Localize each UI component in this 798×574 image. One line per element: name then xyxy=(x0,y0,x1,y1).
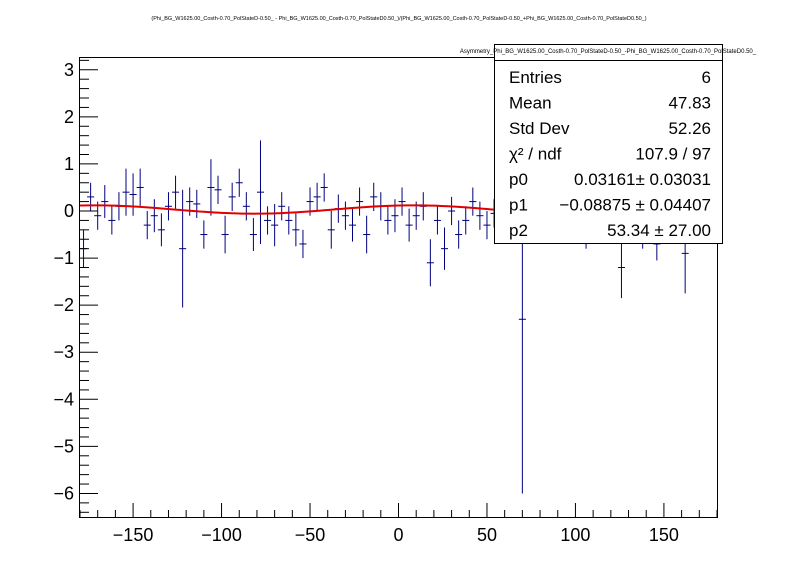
data-point xyxy=(476,201,484,230)
data-point xyxy=(221,215,229,254)
data-point xyxy=(356,187,364,216)
data-point xyxy=(448,196,456,226)
data-point xyxy=(228,182,236,211)
data-point xyxy=(405,208,413,242)
data-point xyxy=(108,206,116,235)
stats-label: p0 xyxy=(509,170,528,189)
stats-label: Entries xyxy=(509,68,562,87)
x-tick-label: −100 xyxy=(201,525,242,545)
data-point xyxy=(320,173,328,202)
data-point xyxy=(256,140,265,244)
data-point xyxy=(455,220,463,249)
stats-rows: Entries 6 Mean 47.83 Std Dev 52.26 χ² / ndf 107… xyxy=(509,68,711,240)
data-point xyxy=(193,189,201,219)
stats-value: −0.08875 ± 0.04407 xyxy=(559,196,711,215)
stats-row: χ² / ndf 107.9 / 97 xyxy=(509,145,711,164)
data-point xyxy=(207,159,215,216)
data-point xyxy=(426,239,434,287)
data-point xyxy=(271,203,279,247)
data-point xyxy=(299,229,307,259)
stats-value: 53.34 ± 27.00 xyxy=(607,221,711,240)
x-tick-label: −150 xyxy=(113,525,154,545)
data-point xyxy=(440,227,449,270)
data-point xyxy=(292,213,300,247)
data-point xyxy=(249,218,257,252)
y-tick-label: 3 xyxy=(64,60,74,80)
data-point xyxy=(164,192,173,221)
data-point xyxy=(327,211,335,249)
data-point xyxy=(462,206,470,235)
y-tick-label: −3 xyxy=(53,342,74,362)
data-point xyxy=(384,206,392,235)
y-tick-label: −5 xyxy=(53,436,74,456)
stats-row: p0 0.03161± 0.03031 xyxy=(509,170,711,189)
stats-label: Mean xyxy=(509,94,552,113)
data-point xyxy=(136,168,144,207)
x-tick-label: 0 xyxy=(393,525,403,545)
data-point xyxy=(200,220,208,249)
data-point xyxy=(235,168,243,197)
x-axis: −150 −100 −50 0 50 100 150 xyxy=(79,503,718,545)
data-point xyxy=(433,206,441,235)
y-tick-label: −4 xyxy=(53,389,74,409)
y-axis: −6 −5 −4 −3 −2 −1 0 1 2 3 xyxy=(53,60,98,513)
data-point xyxy=(483,211,491,240)
data-point xyxy=(313,182,321,211)
stats-label: p2 xyxy=(509,221,528,240)
x-tick-label: 150 xyxy=(649,525,679,545)
data-point xyxy=(278,192,286,221)
data-point xyxy=(398,187,406,216)
stats-box-frame xyxy=(494,44,723,244)
data-point xyxy=(101,185,109,219)
stats-value: 0.03161± 0.03031 xyxy=(574,170,711,189)
stats-label: p1 xyxy=(509,196,528,215)
stats-box-title: Asymmetry_Phi_BG_W1625.00_Costh-0.70_Pol… xyxy=(460,49,757,55)
stats-row: p1 −0.08875 ± 0.04407 xyxy=(509,196,711,215)
stats-value: 107.9 / 97 xyxy=(635,145,711,164)
data-point xyxy=(341,201,349,230)
stats-row: Entries 6 xyxy=(509,68,711,87)
x-tick-label: −50 xyxy=(295,525,326,545)
data-point xyxy=(143,211,151,240)
x-tick-label: 50 xyxy=(477,525,497,545)
data-point xyxy=(285,206,293,235)
data-point xyxy=(172,175,180,209)
stats-row: Mean 47.83 xyxy=(509,94,711,113)
data-point xyxy=(150,199,158,233)
stats-value: 6 xyxy=(702,68,711,87)
data-point xyxy=(617,236,625,299)
data-point xyxy=(214,175,222,204)
stats-row: p2 53.34 ± 27.00 xyxy=(509,221,711,240)
data-point xyxy=(469,187,477,216)
y-tick-label: 2 xyxy=(64,107,74,127)
y-tick-label: −2 xyxy=(53,295,74,315)
data-point xyxy=(157,213,165,247)
data-point xyxy=(242,192,250,221)
data-point xyxy=(348,208,357,242)
data-point xyxy=(264,206,272,235)
plot-frame xyxy=(79,57,718,518)
y-tick-label: 1 xyxy=(64,154,74,174)
stats-label: χ² / ndf xyxy=(509,145,562,164)
plot-title: (Phi_BG_W1625.00_Costh-0.70_PolStateD-0.… xyxy=(151,16,646,22)
stats-value: 52.26 xyxy=(668,119,711,138)
stats-box: Asymmetry_Phi_BG_W1625.00_Costh-0.70_Pol… xyxy=(460,44,757,244)
x-tick-label: 100 xyxy=(560,525,590,545)
stats-value: 47.83 xyxy=(668,94,711,113)
data-point xyxy=(363,215,371,254)
stats-label: Std Dev xyxy=(509,119,570,138)
y-tick-label: −6 xyxy=(53,483,74,503)
data-point xyxy=(122,168,130,216)
y-tick-label: 0 xyxy=(64,201,74,221)
stats-row: Std Dev 52.26 xyxy=(509,119,711,138)
data-point xyxy=(129,173,137,216)
y-tick-label: −1 xyxy=(53,248,74,268)
